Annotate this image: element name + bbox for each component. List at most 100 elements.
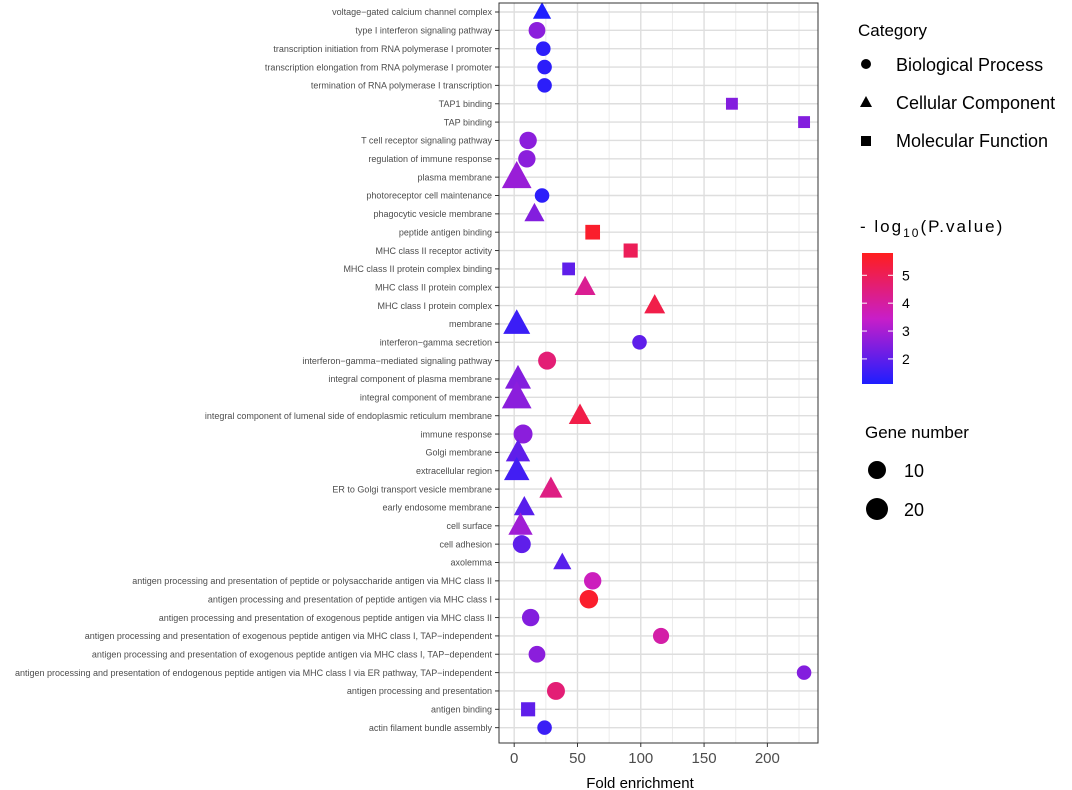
y-tick-label: extracellular region (416, 466, 492, 476)
point-cellular-component (504, 364, 531, 389)
y-tick-label: actin filament bundle assembly (369, 723, 493, 733)
point-biological-process (652, 627, 670, 644)
point-biological-process (528, 21, 546, 39)
legend-label-biological-process: Biological Process (896, 55, 1043, 75)
point-cellular-component (503, 456, 530, 481)
y-tick-label: axolemma (450, 558, 492, 568)
point-cellular-component (505, 439, 531, 462)
y-tick-label: MHC class II protein complex (375, 282, 493, 292)
point-cellular-component (532, 2, 552, 19)
legend-triangle-icon (860, 96, 872, 107)
point-biological-process (528, 645, 546, 663)
grid-lines (499, 3, 818, 743)
x-tick-label: 50 (569, 750, 586, 767)
point-biological-process (512, 535, 531, 554)
point-molecular-function (623, 243, 638, 258)
size-legend-label-20: 20 (904, 500, 924, 520)
y-tick-label: antigen processing and presentation of e… (92, 649, 493, 659)
point-biological-process (521, 608, 540, 627)
color-tick-label: 4 (902, 295, 910, 311)
plot-border (498, 2, 819, 744)
category-legend-title: Category (858, 21, 927, 40)
y-tick-label: antigen processing and presentation of e… (15, 668, 493, 678)
y-tick-label: interferon−gamma−mediated signaling path… (302, 356, 492, 366)
point-cellular-component (503, 309, 531, 334)
y-tick-label: early endosome membrane (382, 503, 492, 513)
plot-background (499, 3, 818, 743)
category-legend: Category Biological Process Cellular Com… (858, 21, 1055, 151)
y-tick-label: MHC class I protein complex (377, 301, 492, 311)
point-cellular-component (513, 495, 535, 516)
legend-item-cellular-component: Cellular Component (860, 93, 1055, 113)
pvalue-color-legend: - log10(P.value) 2 3 4 5 (860, 217, 1002, 384)
color-bar (862, 253, 893, 384)
point-biological-process (537, 720, 552, 735)
color-tick-label: 2 (902, 351, 910, 367)
size-legend-label-10: 10 (904, 461, 924, 481)
y-tick-label: voltage−gated calcium channel complex (332, 7, 492, 17)
point-biological-process (536, 41, 551, 56)
point-cellular-component (501, 381, 532, 409)
point-biological-process (519, 131, 537, 150)
point-molecular-function (798, 116, 811, 129)
y-tick-label: antigen processing and presentation (347, 686, 492, 696)
y-tick-label: ER to Golgi transport vesicle membrane (332, 484, 492, 494)
y-tick-label: Golgi membrane (425, 448, 492, 458)
point-molecular-function (562, 262, 575, 276)
x-tick-label: 100 (628, 750, 653, 767)
y-tick-label: regulation of immune response (368, 154, 492, 164)
point-molecular-function (725, 97, 738, 110)
point-biological-process (796, 665, 812, 680)
y-tick-label: antigen processing and presentation of p… (208, 594, 492, 604)
point-biological-process (534, 188, 550, 203)
legend-label-molecular-function: Molecular Function (896, 131, 1048, 151)
y-tick-label: membrane (449, 319, 492, 329)
point-cellular-component (574, 275, 596, 296)
x-tick-label: 200 (755, 750, 780, 767)
point-biological-process (583, 572, 602, 590)
y-tick-label: plasma membrane (417, 172, 492, 182)
y-tick-label: cell surface (446, 521, 492, 531)
data-points (501, 2, 812, 735)
legend-label-cellular-component: Cellular Component (896, 93, 1055, 113)
point-molecular-function (585, 224, 601, 240)
y-tick-label: peptide antigen binding (399, 227, 492, 237)
point-biological-process (537, 78, 552, 93)
x-axis-label: Fold enrichment (586, 775, 694, 790)
y-tick-label: interferon−gamma secretion (380, 338, 492, 348)
point-cellular-component (644, 294, 666, 314)
color-tick-label: 3 (902, 323, 910, 339)
x-tick-label: 0 (510, 750, 518, 767)
y-tick-label: MHC class II protein complex binding (343, 264, 492, 274)
y-tick-label: type I interferon signaling pathway (355, 26, 492, 36)
x-tick-label: 150 (692, 750, 717, 767)
gene-number-legend: Gene number 10 20 (865, 423, 969, 520)
legend-item-biological-process: Biological Process (861, 55, 1043, 75)
y-tick-label: cell adhesion (439, 539, 492, 549)
y-tick-label: transcription initiation from RNA polyme… (273, 44, 492, 54)
y-tick-label: integral component of membrane (360, 393, 492, 403)
y-tick-label: antigen binding (431, 705, 492, 715)
y-tick-label: phagocytic vesicle membrane (373, 209, 492, 219)
y-tick-label: antigen processing and presentation of p… (132, 576, 492, 586)
point-molecular-function (521, 702, 536, 717)
y-tick-label: integral component of plasma membrane (328, 374, 492, 384)
y-tick-label: antigen processing and presentation of e… (159, 613, 492, 623)
point-biological-process (538, 351, 557, 370)
y-tick-label: TAP binding (444, 117, 492, 127)
y-tick-label: MHC class II receptor activity (375, 246, 492, 256)
legend-circle-icon (861, 59, 871, 69)
point-cellular-component (501, 160, 532, 189)
color-bar-ticks: 2 3 4 5 (862, 267, 910, 367)
color-tick-label: 5 (902, 267, 910, 283)
y-tick-label: immune response (420, 429, 492, 439)
point-biological-process (546, 681, 565, 700)
legend-square-icon (861, 136, 871, 146)
y-axis: voltage−gated calcium channel complex typ… (15, 7, 499, 733)
point-biological-process (537, 59, 552, 75)
plot-panel (498, 2, 819, 744)
y-tick-label: TAP1 binding (439, 99, 492, 109)
y-tick-label: photoreceptor cell maintenance (366, 191, 492, 201)
size-legend-circle-10 (868, 461, 886, 479)
point-cellular-component (568, 403, 592, 425)
